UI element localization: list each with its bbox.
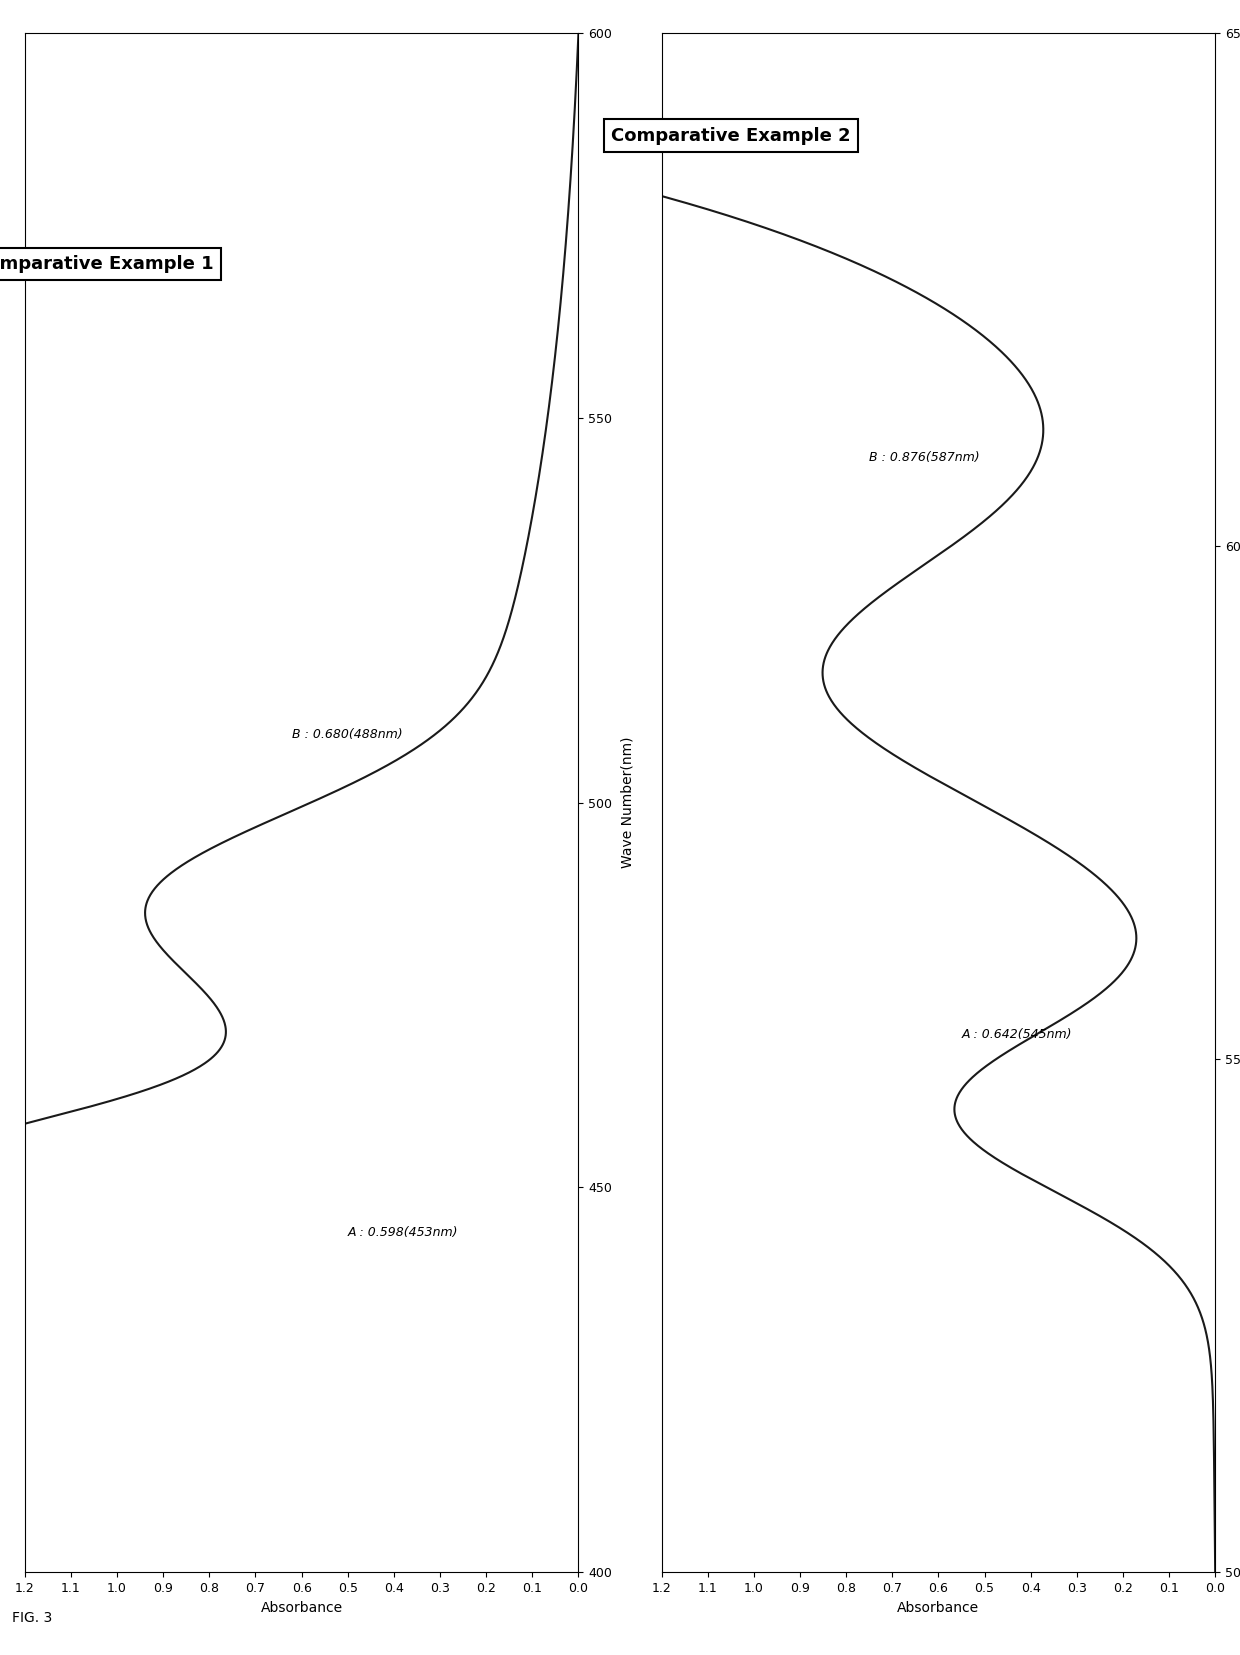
- Text: Comparative Example 2: Comparative Example 2: [611, 127, 851, 144]
- Text: FIG. 3: FIG. 3: [12, 1610, 52, 1625]
- Text: A : 0.642(545nm): A : 0.642(545nm): [961, 1028, 1071, 1041]
- X-axis label: Absorbance: Absorbance: [898, 1600, 980, 1615]
- Text: B : 0.680(488nm): B : 0.680(488nm): [293, 728, 403, 741]
- Text: B : 0.876(587nm): B : 0.876(587nm): [869, 452, 980, 463]
- Y-axis label: Wave Number(nm): Wave Number(nm): [620, 736, 635, 869]
- Text: A : 0.598(453nm): A : 0.598(453nm): [347, 1226, 459, 1240]
- Text: Comparative Example 1: Comparative Example 1: [0, 255, 213, 273]
- X-axis label: Absorbance: Absorbance: [260, 1600, 342, 1615]
